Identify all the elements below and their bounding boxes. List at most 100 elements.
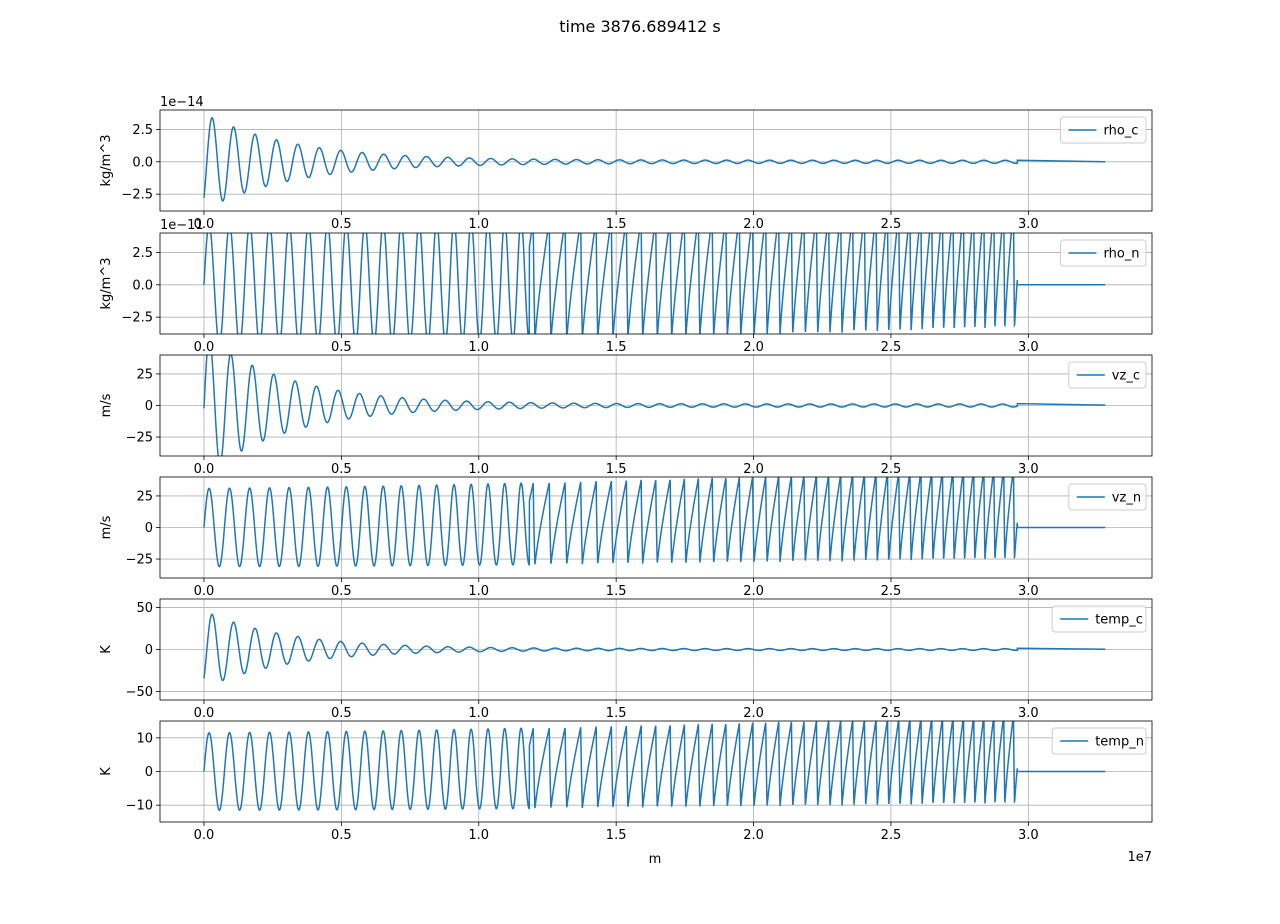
x-tick-label: 2.5	[881, 706, 902, 721]
y-tick-label: 2.5	[132, 246, 153, 261]
x-tick-label: 1.5	[606, 828, 627, 843]
x-tick-label: 1.0	[468, 340, 489, 355]
x-tick-label: 2.0	[743, 217, 764, 232]
subplot-vz_n: 0.0 0.5 1.0 1.5 2.0 2.5 3.0 −25 0 25 m/s vz_n	[99, 476, 1153, 599]
series-line-rho_n	[203, 233, 1106, 334]
x-tick-label: 2.5	[881, 340, 902, 355]
figure-title: time 3876.689412 s	[559, 17, 721, 36]
x-tick-label: 2.5	[881, 217, 902, 232]
x-tick-label: 0.5	[331, 462, 352, 477]
axes-frame	[159, 109, 1153, 212]
legend-box	[1060, 239, 1147, 267]
x-tick-label: 2.5	[881, 462, 902, 477]
axes-frame	[159, 354, 1153, 457]
y-tick-label: 0.0	[132, 155, 153, 170]
x-axis-offset-text: 1e7	[1127, 850, 1152, 865]
legend-box	[1068, 483, 1147, 511]
y-tick-label: 0	[145, 399, 153, 414]
x-tick-label: 0.0	[194, 217, 215, 232]
y-tick-label: 0	[145, 643, 153, 658]
y-tick-label: −10	[126, 799, 153, 814]
y-axis-label: m/s	[99, 515, 114, 539]
subplot-rho_c: 0.0 0.5 1.0 1.5 2.0 2.5 3.0 −2.5 0.0 2.5 kg/m^3 1e−…	[99, 95, 1153, 232]
x-tick-label: 0.0	[194, 584, 215, 599]
x-tick-label: 3.0	[1018, 584, 1039, 599]
x-tick-label: 2.0	[743, 828, 764, 843]
series-line-temp_c	[203, 613, 1106, 682]
x-tick-label: 1.0	[468, 584, 489, 599]
y-tick-label: −2.5	[121, 188, 153, 203]
x-tick-label: 1.5	[606, 584, 627, 599]
x-tick-label: 0.0	[194, 462, 215, 477]
series-line-vz_n	[203, 477, 1106, 568]
legend-box	[1051, 727, 1147, 755]
x-tick-label: 0.5	[331, 217, 352, 232]
legend-label: vz_c	[1112, 369, 1140, 384]
x-tick-label: 0.5	[331, 340, 352, 355]
x-tick-label: 1.0	[468, 462, 489, 477]
axes-frame	[159, 598, 1153, 701]
x-tick-label: 2.0	[743, 340, 764, 355]
series-line-rho_c	[203, 116, 1106, 202]
subplot-stack: 0.0 0.5 1.0 1.5 2.0 2.5 3.0 −2.5 0.0 2.5 kg/m^3 1e−…	[99, 95, 1153, 843]
legend-box	[1068, 361, 1147, 389]
x-tick-label: 2.5	[881, 584, 902, 599]
x-tick-label: 0.0	[194, 340, 215, 355]
legend-label: rho_n	[1104, 247, 1140, 262]
y-axis-offset-text: 1e−14	[160, 95, 204, 110]
y-tick-label: 0	[145, 521, 153, 536]
y-tick-label: 0.0	[132, 278, 153, 293]
y-tick-label: 10	[136, 731, 153, 746]
y-tick-label: 25	[136, 489, 153, 504]
x-tick-label: 3.0	[1018, 217, 1039, 232]
axes-frame	[159, 720, 1153, 823]
y-axis-label: K	[99, 767, 114, 776]
x-tick-label: 0.0	[194, 706, 215, 721]
legend-label: temp_n	[1095, 735, 1144, 750]
x-tick-label: 3.0	[1018, 828, 1039, 843]
x-tick-label: 3.0	[1018, 706, 1039, 721]
x-tick-label: 2.0	[743, 584, 764, 599]
x-tick-label: 1.5	[606, 462, 627, 477]
x-axis-label: m	[649, 852, 662, 867]
x-tick-label: 2.5	[881, 828, 902, 843]
subplot-vz_c: 0.0 0.5 1.0 1.5 2.0 2.5 3.0 −25 0 25 m/s vz_c	[99, 354, 1153, 477]
legend-box	[1051, 605, 1147, 633]
y-axis-label: K	[99, 645, 114, 654]
y-tick-label: −25	[126, 431, 153, 446]
x-tick-label: 1.5	[606, 706, 627, 721]
y-tick-label: 25	[136, 367, 153, 382]
y-axis-label: kg/m^3	[99, 258, 114, 310]
series-line-vz_c	[203, 355, 1106, 456]
y-axis-offset-text: 1e−11	[160, 218, 204, 233]
series-line-temp_n	[203, 721, 1106, 811]
y-axis-label: kg/m^3	[99, 135, 114, 187]
legend-box	[1060, 116, 1147, 144]
y-tick-label: −2.5	[121, 311, 153, 326]
x-tick-label: 0.5	[331, 828, 352, 843]
x-tick-label: 1.0	[468, 706, 489, 721]
x-tick-label: 0.0	[194, 828, 215, 843]
x-tick-label: 1.5	[606, 340, 627, 355]
y-tick-label: 2.5	[132, 123, 153, 138]
y-tick-label: −50	[126, 685, 153, 700]
x-tick-label: 0.5	[331, 584, 352, 599]
y-tick-label: 50	[136, 601, 153, 616]
legend-label: temp_c	[1095, 613, 1143, 628]
x-tick-label: 3.0	[1018, 462, 1039, 477]
axes-frame	[159, 476, 1153, 579]
y-tick-label: −25	[126, 553, 153, 568]
x-tick-label: 2.0	[743, 706, 764, 721]
axes-frame	[159, 232, 1153, 335]
y-tick-label: 0	[145, 765, 153, 780]
legend-label: vz_n	[1112, 491, 1141, 506]
x-tick-label: 2.0	[743, 462, 764, 477]
y-axis-label: m/s	[99, 393, 114, 417]
legend-label: rho_c	[1104, 124, 1139, 139]
x-tick-label: 1.5	[606, 217, 627, 232]
x-tick-label: 1.0	[468, 828, 489, 843]
subplot-rho_n: 0.0 0.5 1.0 1.5 2.0 2.5 3.0 −2.5 0.0 2.5 kg/m^3 1e−…	[99, 218, 1153, 355]
